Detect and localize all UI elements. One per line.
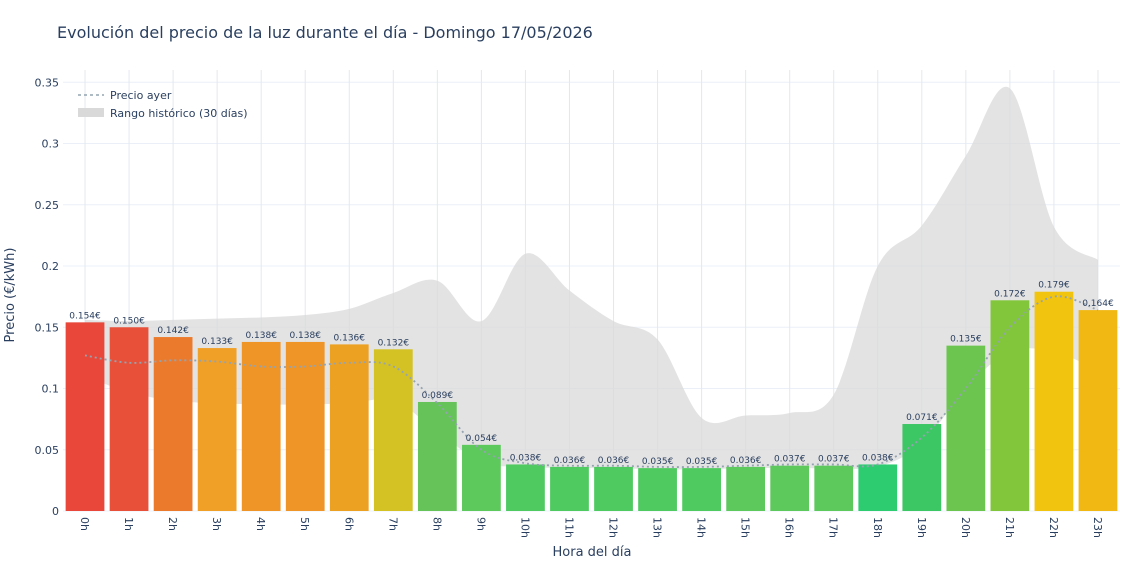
bar-value-label: 0.038€: [862, 453, 894, 463]
x-tick-label: 8h: [430, 517, 443, 531]
x-tick-label: 7h: [386, 517, 399, 531]
x-tick-label: 1h: [122, 517, 135, 531]
y-tick-label: 0.2: [42, 260, 60, 273]
x-tick-label: 20h: [959, 517, 972, 538]
x-axis-title: Hora del día: [553, 545, 632, 560]
bar-11h: [550, 466, 589, 511]
y-tick-label: 0.35: [35, 76, 60, 89]
bar-value-label: 0.142€: [157, 326, 189, 336]
y-tick-label: 0: [52, 505, 59, 518]
x-tick-label: 10h: [518, 517, 531, 538]
bar-1h: [109, 327, 149, 511]
bar-value-label: 0.054€: [466, 434, 498, 444]
y-tick-label: 0.15: [35, 321, 60, 334]
bar-value-label: 0.035€: [686, 457, 718, 467]
bar-7h: [373, 349, 413, 511]
bar-16h: [770, 465, 810, 511]
x-tick-label: 15h: [739, 517, 752, 538]
legend: Precio ayer Rango histórico (30 días): [78, 89, 248, 120]
bar-2h: [153, 337, 193, 511]
bar-value-label: 0.135€: [950, 335, 982, 345]
bar-value-label: 0.172€: [994, 289, 1026, 299]
bar-value-label: 0.037€: [818, 455, 850, 465]
x-tick-label: 22h: [1047, 517, 1060, 538]
x-tick-label: 0h: [78, 517, 91, 531]
x-tick-label: 12h: [607, 517, 620, 538]
bar-value-label: 0.036€: [730, 456, 762, 466]
yesterday-price-layer: [84, 295, 1099, 468]
bar-10h: [506, 464, 545, 511]
x-tick-label: 6h: [342, 517, 355, 531]
bar-value-label: 0.150€: [113, 316, 145, 326]
bar-0h: [65, 322, 105, 511]
chart-title: Evolución del precio de la luz durante e…: [57, 23, 593, 42]
bar-23h: [1078, 310, 1118, 511]
bar-13h: [638, 468, 677, 511]
bar-labels-layer: 0.154€ 0.150€ 0.142€ 0.133€ 0.138€ 0.138€ 0.13…: [69, 281, 1114, 467]
bar-21h: [990, 300, 1030, 511]
bar-value-label: 0.154€: [69, 311, 101, 321]
x-tick-label: 2h: [166, 517, 179, 531]
legend-swatch-range: [78, 108, 104, 117]
y-tick-label: 0.25: [35, 199, 60, 212]
bar-value-label: 0.164€: [1082, 299, 1114, 309]
x-tick-label: 3h: [210, 517, 223, 531]
historic-range-band: [85, 86, 1098, 470]
bar-15h: [726, 466, 766, 511]
legend-label-range: Rango histórico (30 días): [110, 107, 248, 120]
bar-14h: [682, 468, 721, 511]
bar-22h: [1034, 291, 1074, 511]
y-tick-label: 0.3: [42, 138, 60, 151]
y-axis-title: Precio (€/kWh): [3, 248, 18, 343]
yesterday-price-line: [84, 295, 1099, 468]
bar-value-label: 0.035€: [642, 457, 674, 467]
y-tick-label: 0.1: [42, 383, 60, 396]
bar-20h: [946, 345, 986, 511]
bar-4h: [241, 341, 281, 511]
bar-value-label: 0.138€: [289, 331, 321, 341]
bar-value-label: 0.071€: [906, 413, 938, 423]
bar-value-label: 0.036€: [598, 456, 630, 466]
bar-18h: [858, 464, 898, 511]
x-tick-label: 23h: [1091, 517, 1104, 538]
x-tick-label: 17h: [827, 517, 840, 538]
bar-5h: [285, 341, 325, 511]
bar-9h: [462, 444, 501, 511]
y-tick-label: 0.05: [35, 444, 60, 457]
bar-value-label: 0.138€: [245, 331, 277, 341]
x-tick-label: 4h: [254, 517, 267, 531]
bar-value-label: 0.179€: [1038, 281, 1070, 291]
x-tick-label: 5h: [298, 517, 311, 531]
bar-12h: [594, 466, 633, 511]
bar-value-label: 0.132€: [378, 338, 410, 348]
x-tick-label: 14h: [695, 517, 708, 538]
bar-value-label: 0.133€: [201, 337, 233, 347]
bar-19h: [902, 424, 942, 511]
x-tick-label: 16h: [783, 517, 796, 538]
bar-17h: [814, 465, 854, 511]
x-tick-label: 19h: [915, 517, 928, 538]
x-tick-label: 21h: [1003, 517, 1016, 538]
bar-6h: [329, 344, 369, 511]
axis-layer: 0 0.05 0.1 0.15 0.2 0.25 0.3 0.35 0h 1h 2h 3h 4h 5h 6h…: [35, 76, 1104, 538]
bar-value-label: 0.136€: [334, 333, 366, 343]
bar-value-label: 0.089€: [422, 391, 454, 401]
bar-value-label: 0.038€: [510, 453, 542, 463]
x-tick-label: 18h: [871, 517, 884, 538]
historic-range-layer: [85, 86, 1098, 470]
bar-3h: [197, 348, 237, 511]
bar-value-label: 0.036€: [554, 456, 586, 466]
legend-label-yesterday: Precio ayer: [110, 89, 172, 102]
x-tick-label: 11h: [562, 517, 575, 538]
bar-value-label: 0.037€: [774, 455, 806, 465]
x-tick-label: 13h: [651, 517, 664, 538]
x-tick-label: 9h: [474, 517, 487, 531]
bars-layer: [65, 291, 1118, 511]
bar-8h: [417, 401, 457, 511]
